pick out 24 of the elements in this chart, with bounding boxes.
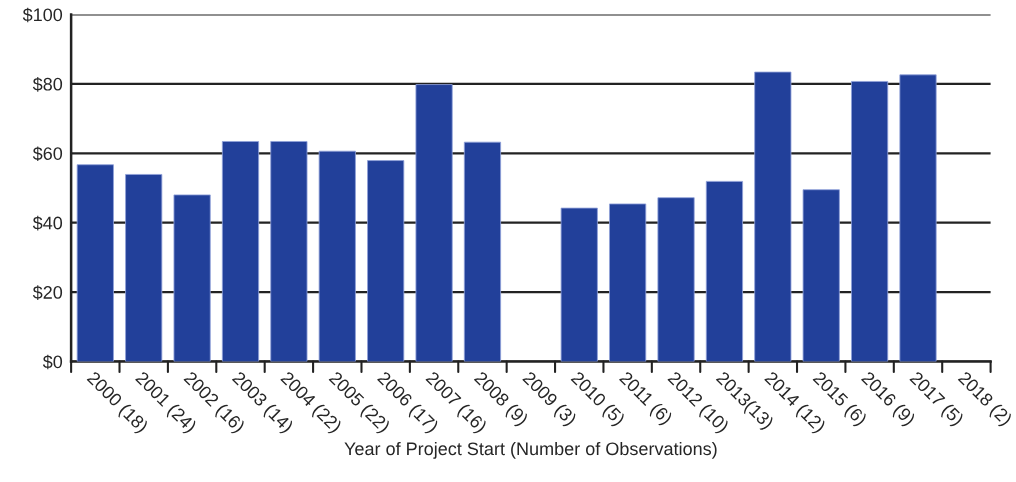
bar — [560, 207, 598, 362]
x-axis-title: Year of Project Start (Number of Observations) — [344, 441, 717, 459]
bar — [173, 194, 211, 362]
bar — [76, 164, 114, 362]
bar — [802, 189, 840, 362]
bar — [657, 197, 695, 362]
y-tick-label: $40 — [32, 215, 63, 231]
bar — [318, 150, 356, 362]
bar — [415, 84, 453, 362]
bar — [221, 141, 260, 362]
y-tick-label: $60 — [32, 146, 63, 162]
y-tick-label: $100 — [22, 7, 63, 23]
bar — [899, 74, 937, 362]
bar — [609, 203, 647, 362]
y-tick-label: $80 — [32, 77, 63, 92]
bar — [367, 160, 405, 362]
bar — [463, 141, 502, 362]
y-tick-label: $0 — [42, 354, 63, 370]
bar — [754, 71, 792, 362]
bar — [270, 141, 308, 362]
bar — [851, 81, 889, 362]
bar — [705, 180, 743, 362]
bar — [125, 174, 163, 362]
y-tick-label: $20 — [32, 285, 63, 300]
